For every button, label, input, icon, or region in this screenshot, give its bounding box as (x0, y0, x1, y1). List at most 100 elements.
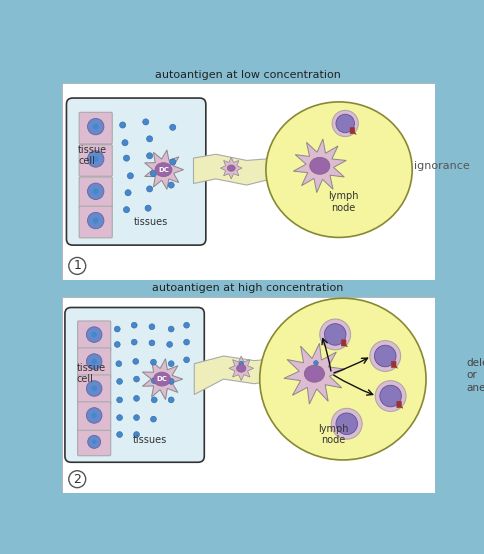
FancyBboxPatch shape (77, 375, 110, 405)
Polygon shape (283, 343, 344, 404)
Circle shape (168, 378, 174, 384)
Circle shape (127, 173, 133, 179)
Circle shape (92, 188, 98, 194)
Polygon shape (220, 157, 242, 179)
FancyBboxPatch shape (77, 348, 110, 378)
Circle shape (169, 124, 175, 130)
Text: DC: DC (156, 376, 167, 382)
Circle shape (121, 140, 128, 146)
Circle shape (332, 110, 358, 136)
Circle shape (116, 361, 121, 367)
Circle shape (379, 385, 401, 407)
Circle shape (375, 381, 405, 412)
Text: tissues: tissues (134, 217, 168, 227)
FancyBboxPatch shape (79, 206, 112, 238)
Circle shape (125, 189, 131, 196)
Circle shape (313, 361, 318, 365)
Bar (61, 66, 435, 84)
Circle shape (91, 332, 97, 337)
Circle shape (69, 471, 86, 488)
Text: autoantigen at low concentration: autoantigen at low concentration (155, 70, 340, 80)
Circle shape (87, 212, 104, 229)
FancyBboxPatch shape (79, 112, 112, 144)
Ellipse shape (236, 365, 245, 372)
FancyBboxPatch shape (79, 145, 112, 176)
Circle shape (88, 435, 101, 448)
Circle shape (117, 432, 122, 438)
Text: 1: 1 (73, 259, 81, 273)
Circle shape (324, 324, 345, 345)
FancyBboxPatch shape (66, 98, 205, 245)
Circle shape (133, 358, 138, 365)
Polygon shape (341, 340, 347, 347)
Circle shape (91, 386, 97, 391)
FancyBboxPatch shape (77, 402, 110, 432)
Circle shape (150, 359, 156, 365)
Circle shape (131, 339, 137, 345)
Polygon shape (349, 127, 356, 135)
Circle shape (92, 156, 98, 162)
Text: 2: 2 (73, 473, 81, 486)
Circle shape (166, 341, 172, 347)
Circle shape (133, 376, 139, 382)
Circle shape (133, 432, 139, 438)
Circle shape (168, 182, 174, 188)
Text: ignorance: ignorance (414, 161, 469, 171)
Circle shape (117, 378, 122, 384)
Circle shape (117, 397, 122, 403)
Polygon shape (144, 150, 183, 189)
Circle shape (335, 114, 354, 133)
FancyBboxPatch shape (79, 177, 112, 208)
Text: lymph
node: lymph node (318, 424, 348, 445)
Circle shape (168, 397, 174, 403)
Bar (61, 84, 435, 280)
Text: DC: DC (158, 167, 168, 173)
Circle shape (86, 354, 102, 370)
FancyBboxPatch shape (65, 307, 204, 462)
Circle shape (335, 413, 357, 434)
Circle shape (151, 378, 157, 383)
Polygon shape (391, 361, 397, 368)
Circle shape (123, 155, 129, 161)
Circle shape (91, 439, 96, 444)
Circle shape (374, 345, 395, 367)
Polygon shape (142, 358, 182, 399)
Circle shape (131, 322, 137, 328)
Circle shape (239, 361, 243, 366)
Polygon shape (293, 139, 346, 193)
Ellipse shape (265, 102, 411, 238)
Circle shape (146, 136, 152, 142)
Circle shape (319, 319, 350, 350)
Polygon shape (445, 411, 459, 425)
Circle shape (169, 159, 175, 165)
Circle shape (183, 322, 189, 328)
Bar (61, 280, 435, 297)
Circle shape (133, 396, 139, 401)
Circle shape (183, 339, 189, 345)
Ellipse shape (155, 163, 172, 177)
Circle shape (149, 340, 154, 346)
Circle shape (91, 413, 97, 418)
Text: lymph
node: lymph node (327, 191, 357, 213)
Text: tissues: tissues (133, 434, 166, 444)
Circle shape (142, 119, 149, 125)
Ellipse shape (259, 298, 425, 460)
Ellipse shape (153, 372, 170, 386)
Circle shape (123, 207, 129, 213)
Circle shape (133, 415, 139, 420)
Ellipse shape (309, 157, 329, 175)
Ellipse shape (304, 365, 324, 382)
Circle shape (168, 361, 174, 367)
Circle shape (117, 415, 122, 420)
Polygon shape (228, 356, 253, 381)
Circle shape (145, 205, 151, 211)
Text: tissue
cell: tissue cell (78, 145, 107, 166)
Circle shape (183, 357, 189, 363)
Circle shape (87, 151, 104, 167)
Polygon shape (193, 154, 277, 185)
Circle shape (168, 326, 174, 332)
Circle shape (86, 381, 102, 396)
Circle shape (149, 324, 154, 330)
Circle shape (86, 327, 102, 342)
Circle shape (146, 153, 152, 159)
